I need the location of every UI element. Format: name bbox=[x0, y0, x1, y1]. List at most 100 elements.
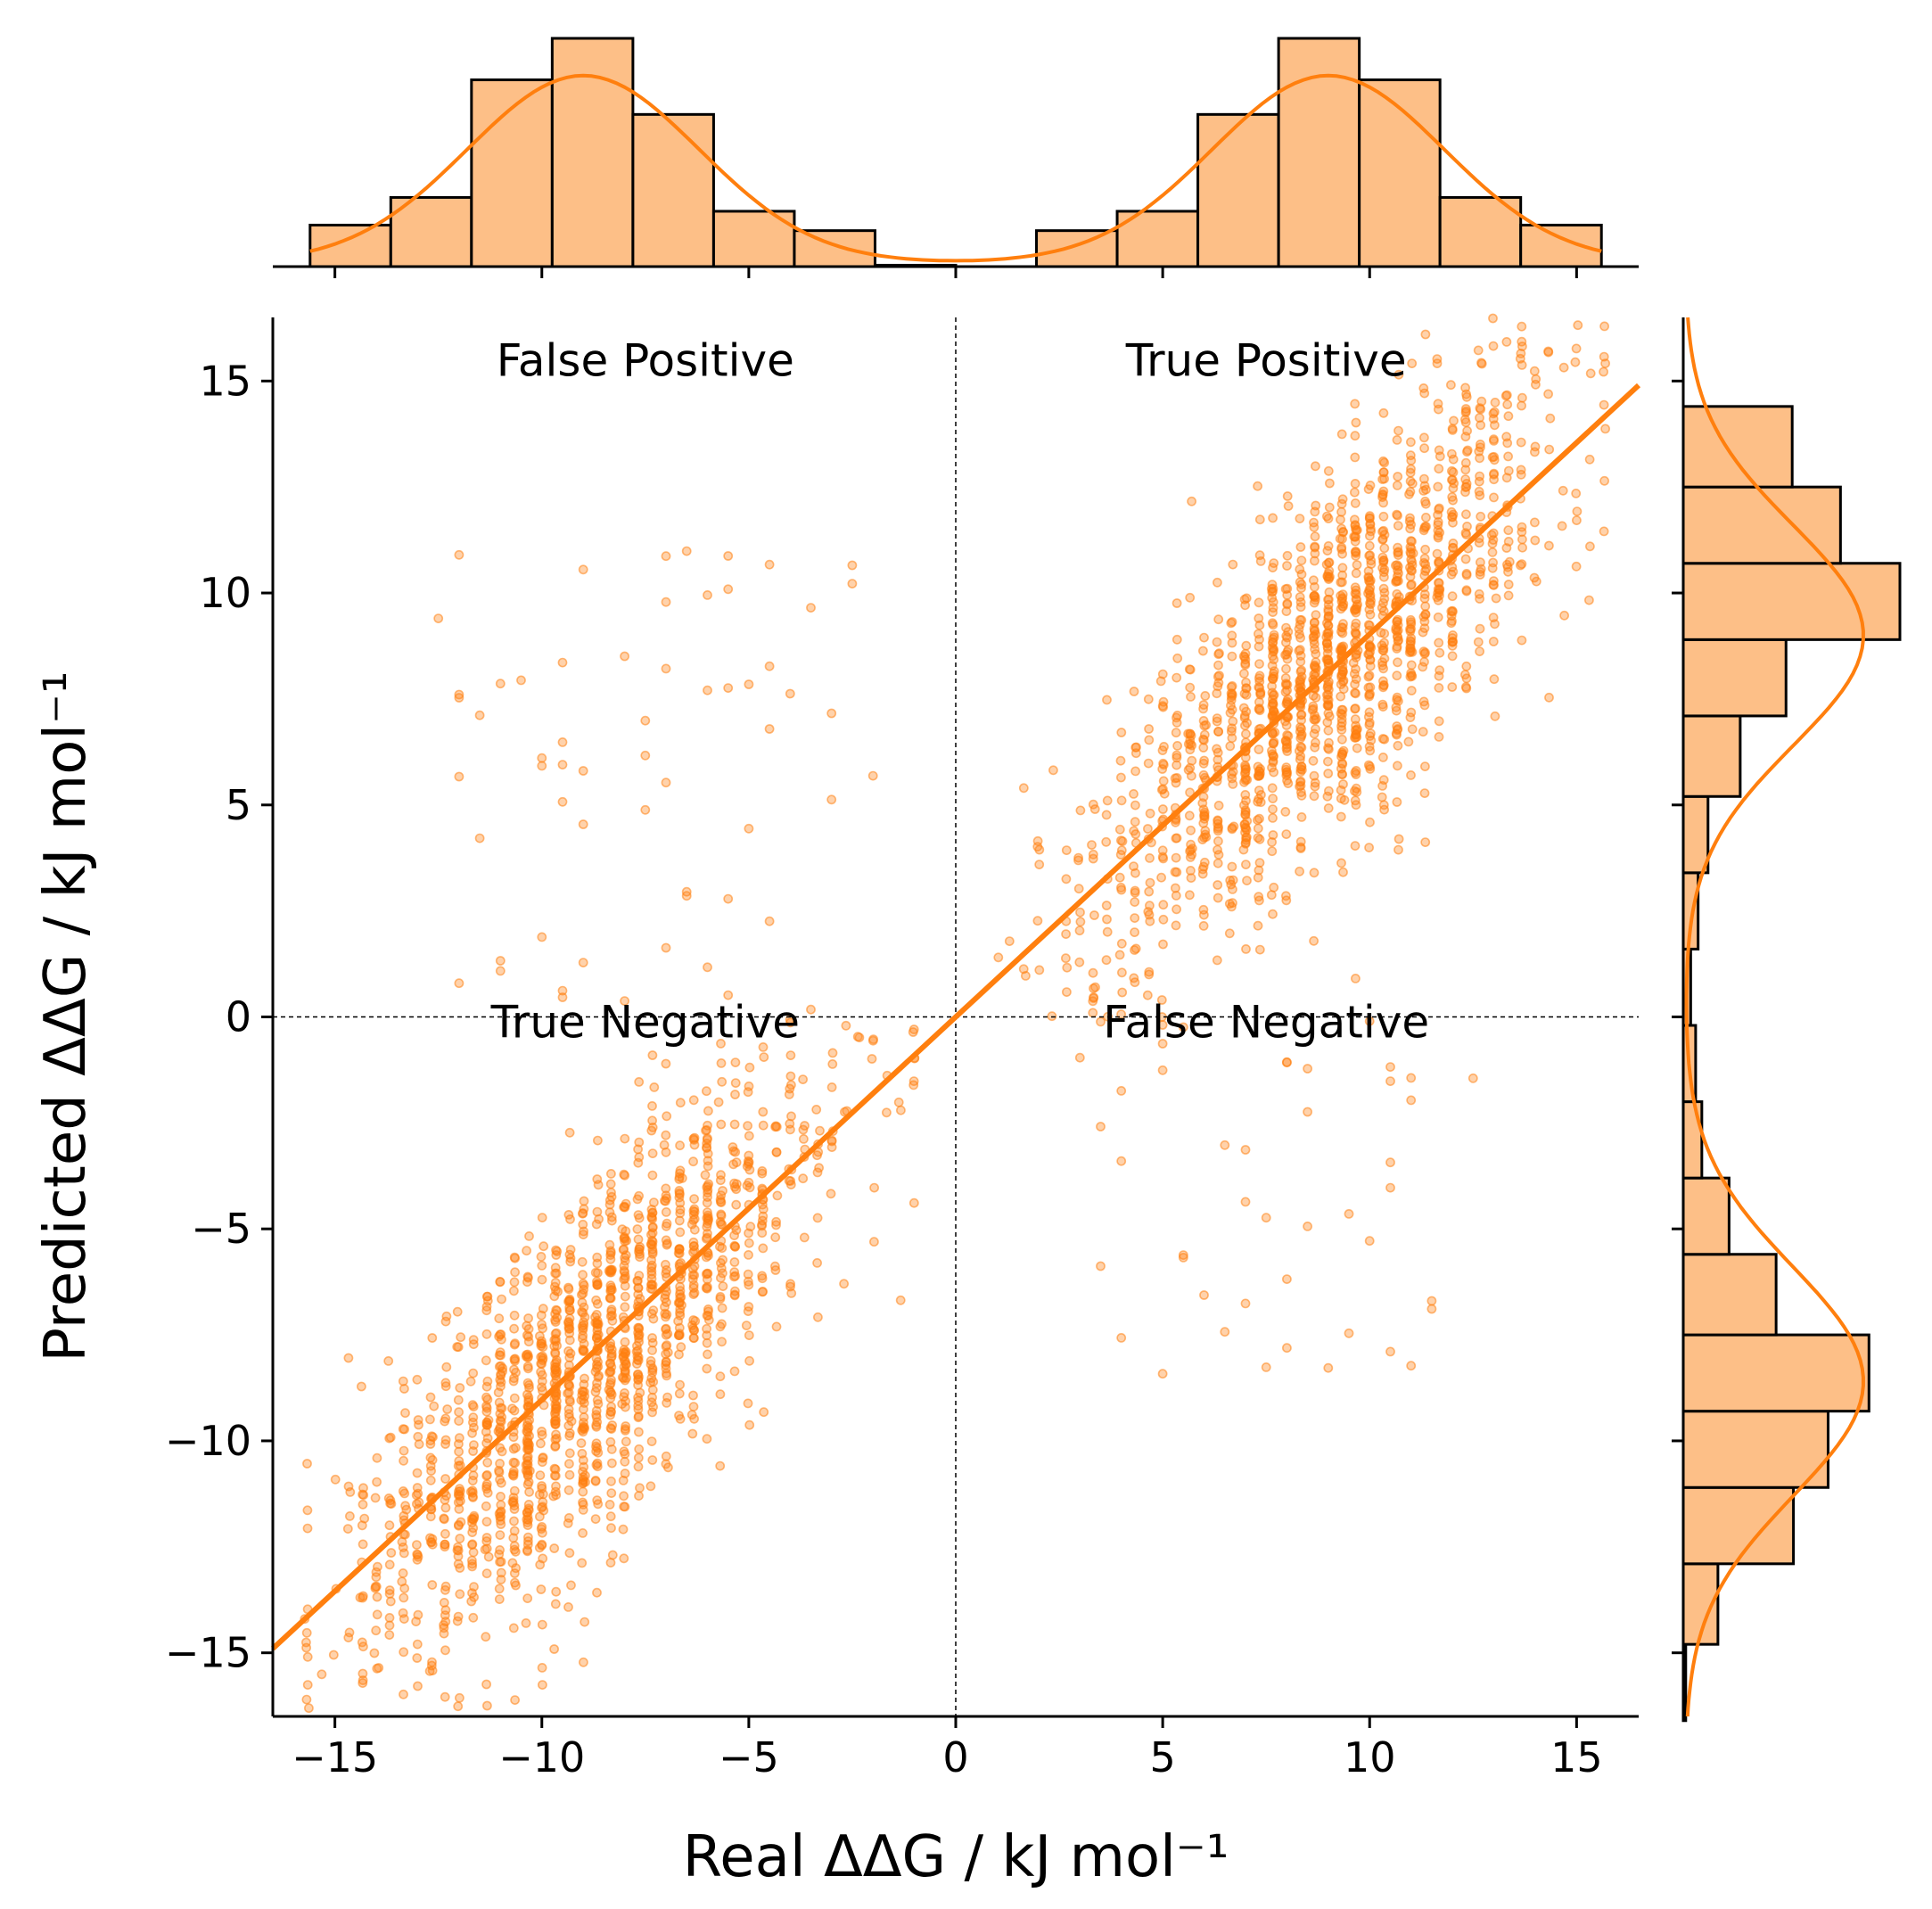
scatter-point bbox=[1461, 683, 1472, 694]
scatter-point bbox=[1185, 592, 1196, 603]
scatter-point bbox=[1364, 540, 1375, 551]
scatter-point bbox=[689, 1132, 700, 1143]
scatter-point bbox=[1462, 425, 1472, 436]
scatter-point bbox=[1143, 824, 1153, 834]
scatter-point bbox=[1240, 790, 1251, 800]
scatter-point bbox=[1406, 544, 1417, 554]
scatter-point bbox=[1295, 754, 1305, 765]
scatter-point bbox=[579, 1196, 589, 1206]
scatter-point bbox=[1240, 1298, 1251, 1309]
scatter-point bbox=[744, 1238, 754, 1248]
scatter-point bbox=[552, 1395, 562, 1406]
scatter-point bbox=[372, 1452, 382, 1463]
scatter-point bbox=[1018, 964, 1029, 975]
scatter-point bbox=[1476, 439, 1485, 449]
scatter-point bbox=[1102, 914, 1112, 925]
scatter-point bbox=[1446, 606, 1457, 616]
quadrant-label: False Positive bbox=[497, 335, 794, 387]
scatter-point bbox=[509, 1277, 520, 1288]
scatter-point bbox=[537, 1359, 547, 1370]
y-tick-label: 15 bbox=[199, 357, 251, 405]
scatter-point bbox=[1337, 601, 1348, 612]
scatter-point bbox=[896, 1105, 906, 1115]
x-tick-label: 5 bbox=[1149, 1733, 1175, 1781]
scatter-point bbox=[1461, 570, 1472, 580]
scatter-point bbox=[1448, 539, 1459, 548]
scatter-point bbox=[702, 1134, 712, 1145]
scatter-point bbox=[1228, 559, 1238, 570]
quadrant-label: False Negative bbox=[1103, 996, 1429, 1048]
scatter-point bbox=[1295, 866, 1304, 876]
scatter-point bbox=[564, 1428, 575, 1438]
scatter-point bbox=[1323, 769, 1334, 778]
scatter-point bbox=[565, 1256, 576, 1267]
scatter-point bbox=[713, 1097, 724, 1107]
y-tick-label: −10 bbox=[165, 1417, 251, 1465]
scatter-point bbox=[1394, 844, 1403, 855]
scatter-point bbox=[1378, 456, 1388, 466]
scatter-point bbox=[1321, 638, 1332, 648]
scatter-point bbox=[453, 1542, 463, 1552]
scatter-point bbox=[1089, 804, 1100, 814]
scatter-point bbox=[1254, 641, 1264, 652]
scatter-point bbox=[1476, 564, 1486, 574]
scatter-point bbox=[1377, 645, 1388, 655]
scatter-point bbox=[1378, 498, 1388, 508]
scatter-point bbox=[1199, 632, 1209, 643]
scatter-point bbox=[1473, 637, 1484, 647]
scatter-point bbox=[1131, 742, 1141, 753]
scatter-point bbox=[1185, 852, 1196, 862]
scatter-point bbox=[674, 1330, 684, 1340]
scatter-point bbox=[1130, 927, 1139, 937]
scatter-point bbox=[757, 1228, 768, 1238]
scatter-point bbox=[1096, 1122, 1106, 1131]
scatter-point bbox=[1447, 640, 1458, 651]
scatter-point bbox=[481, 1419, 492, 1430]
scatter-point bbox=[1185, 682, 1196, 693]
scatter-point bbox=[1241, 860, 1251, 869]
scatter-point bbox=[358, 1490, 369, 1501]
scatter-point bbox=[549, 1543, 560, 1553]
scatter-point bbox=[717, 1303, 728, 1313]
scatter-point bbox=[1296, 790, 1307, 801]
scatter-point bbox=[869, 1237, 879, 1247]
scatter-point bbox=[1337, 747, 1347, 758]
scatter-point bbox=[688, 1402, 699, 1411]
scatter-point bbox=[1089, 910, 1099, 920]
scatter-point bbox=[1116, 795, 1127, 806]
scatter-point bbox=[1404, 490, 1414, 499]
scatter-point bbox=[604, 1195, 615, 1205]
scatter-point bbox=[522, 1277, 532, 1288]
scatter-point bbox=[661, 942, 671, 953]
scatter-point bbox=[433, 613, 444, 623]
scatter-point bbox=[550, 1470, 561, 1481]
scatter-point bbox=[758, 1120, 769, 1131]
scatter-point bbox=[1419, 788, 1430, 798]
scatter-point bbox=[634, 1444, 645, 1454]
y-axis-title: Predicted ΔΔG / kJ mol⁻¹ bbox=[33, 671, 99, 1362]
scatter-point bbox=[494, 1313, 505, 1324]
scatter-point bbox=[1144, 967, 1155, 977]
scatter-point bbox=[412, 1653, 423, 1663]
scatter-point bbox=[1434, 638, 1444, 648]
scatter-point bbox=[580, 1386, 589, 1397]
scatter-point bbox=[592, 1280, 603, 1290]
scatter-point bbox=[1394, 834, 1404, 844]
scatter-point bbox=[523, 1442, 534, 1452]
scatter-point bbox=[1048, 765, 1058, 776]
scatter-point bbox=[1172, 750, 1182, 761]
scatter-point bbox=[440, 1539, 450, 1550]
scatter-point bbox=[1460, 554, 1471, 564]
scatter-point bbox=[729, 1267, 740, 1278]
scatter-point bbox=[1377, 792, 1387, 802]
scatter-point bbox=[1296, 812, 1307, 822]
scatter-point bbox=[1467, 1073, 1478, 1083]
scatter-point bbox=[640, 715, 651, 726]
scatter-point bbox=[1157, 701, 1168, 711]
scatter-point bbox=[1323, 756, 1333, 767]
scatter-point bbox=[661, 1459, 671, 1469]
scatter-point bbox=[1307, 705, 1318, 715]
scatter-point bbox=[1129, 687, 1139, 696]
scatter-point bbox=[1378, 753, 1388, 762]
scatter-point bbox=[841, 1020, 851, 1031]
